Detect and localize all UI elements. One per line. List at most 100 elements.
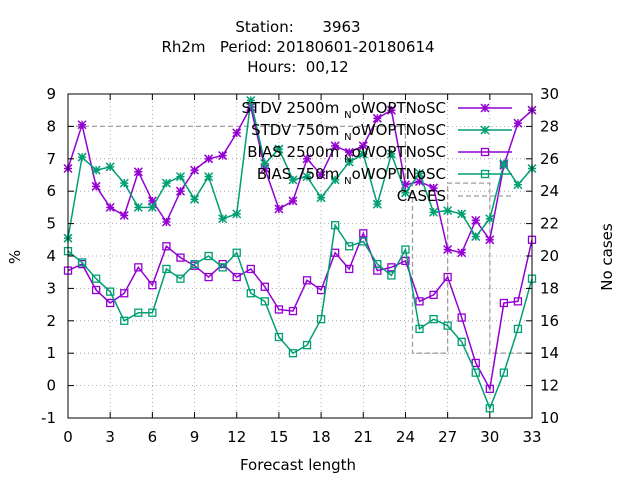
data-point [134,263,143,272]
x-tick-label: 6 [148,428,158,446]
data-point [429,183,439,193]
legend-label: STDV 750m NoWOPTNoSC [251,121,446,143]
data-point [204,272,213,282]
data-point [457,337,466,347]
data-point [246,289,255,298]
data-point [499,368,509,377]
chart-title: Station: 3963 Rh2m Period: 20180601-2018… [161,18,434,76]
data-point [443,321,452,330]
data-point [358,141,368,151]
data-point [344,147,354,157]
data-point [316,285,326,295]
data-point [91,285,101,295]
y-tick-label: 5 [46,215,56,233]
title-line-2: Rh2m Period: 20180601-20180614 [161,38,434,56]
data-point [443,206,453,216]
y2-tick-label: 22 [540,215,559,233]
data-point [77,152,87,162]
data-point [386,105,396,115]
y-tick-label: 4 [46,247,56,265]
x-tick-label: 9 [190,428,200,446]
data-point [175,172,186,182]
data-point [288,306,298,316]
data-point [133,167,143,177]
x-tick-label: 24 [396,428,415,446]
data-point [316,193,326,203]
data-point [302,340,312,350]
data-point [513,324,523,334]
data-point [359,229,368,238]
data-point [513,118,523,128]
data-point [204,154,214,164]
series-1 [63,95,537,243]
data-point [288,349,298,358]
data-point [359,237,368,246]
data-point [134,308,143,317]
x-tick-label: 30 [480,428,499,446]
data-point [316,315,326,324]
data-point [485,384,494,393]
y2-axis-label: No cases [598,223,616,291]
y-tick-label: 1 [46,344,56,362]
legend-entry: CASES [397,187,512,205]
data-point [232,248,241,257]
legend-entry: STDV 750m NoWOPTNoSC [251,121,512,143]
series-line [67,223,533,411]
data-point [372,199,382,209]
y-tick-label: 6 [46,182,56,200]
series-line [67,104,533,254]
data-point [190,259,199,269]
legend-label: STDV 2500m NoWOPTNoSC [242,99,446,121]
data-point [414,168,425,178]
data-point [513,180,523,190]
data-point [148,308,157,317]
x-tick-label: 33 [522,428,541,446]
cases-series [68,125,532,354]
data-point [400,188,410,198]
data-point [119,210,129,221]
data-point [218,151,228,161]
x-tick-label: 18 [312,428,331,446]
data-point [133,202,143,212]
data-point [218,214,228,224]
cases-line [68,125,532,354]
data-point [331,221,340,230]
legend-label: BIAS 750m NoWOPTNoSC [257,165,446,187]
data-point [471,215,481,225]
data-point [176,253,185,262]
data-point [401,245,410,254]
y2-tick-label: 26 [540,150,559,168]
x-tick-label: 3 [105,428,115,446]
x-tick-label: 12 [227,428,246,446]
data-point [485,214,495,224]
data-point [274,144,284,154]
data-point [120,289,129,298]
data-point [429,207,439,217]
data-point [345,242,354,251]
data-point [274,332,284,342]
legend-marker [480,147,490,157]
data-point [302,172,312,182]
data-point [91,165,101,175]
y-tick-label: 7 [46,150,56,168]
data-point [91,274,101,283]
data-point [401,256,410,266]
data-point [77,258,87,267]
data-point [330,141,340,151]
y2-tick-label: 10 [540,409,559,427]
y-tick-label: 9 [46,85,56,103]
data-point [386,149,396,159]
data-point [176,274,185,283]
data-point [499,298,509,308]
data-point [119,178,129,188]
data-point [260,297,269,306]
y2-tick-label: 12 [540,377,559,395]
data-point [415,324,424,334]
data-point [345,264,354,274]
series-line [67,231,533,392]
data-point [485,404,494,413]
data-point [302,154,312,164]
y2-tick-label: 24 [540,182,559,200]
data-point [457,248,467,258]
data-point [204,172,214,182]
